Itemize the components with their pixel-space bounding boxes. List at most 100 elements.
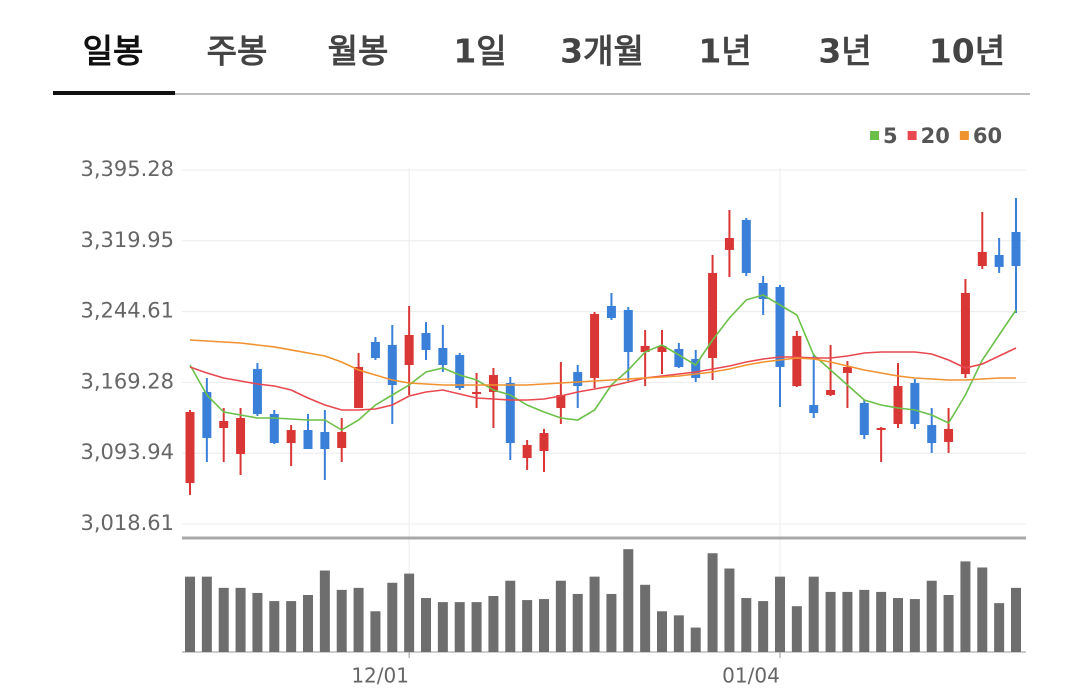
legend-label: 20 <box>921 124 950 148</box>
moving-average-line <box>189 294 1017 431</box>
candle-body <box>286 430 296 444</box>
volume-bar <box>404 573 415 652</box>
candle-body <box>488 375 498 392</box>
tab[interactable]: 일봉 <box>83 32 144 71</box>
volume-bar <box>994 603 1005 652</box>
volume-bar <box>454 602 465 652</box>
volume-bar <box>488 596 499 652</box>
legend-swatch <box>870 131 879 140</box>
volume-bar <box>842 591 853 652</box>
volume-bar <box>319 570 330 652</box>
candle-body <box>741 219 751 273</box>
candle-body <box>809 405 819 414</box>
y-tick-label: 3,018.61 <box>80 511 174 535</box>
candle-body <box>842 366 852 373</box>
tab[interactable]: 1년 <box>698 32 751 71</box>
volume-bar <box>640 584 651 652</box>
candle-body <box>944 428 954 442</box>
y-tick-label: 3,169.28 <box>80 369 174 393</box>
moving-average-line <box>189 347 1017 411</box>
volume-bar <box>859 589 870 652</box>
volume-bar <box>286 601 297 652</box>
candle-body <box>404 335 414 365</box>
volume-bar <box>185 576 195 652</box>
candle-body <box>960 292 970 375</box>
volume-bar <box>775 576 785 652</box>
candle-body <box>269 413 279 444</box>
legend-label: 60 <box>973 124 1002 148</box>
volume-bar <box>505 580 516 652</box>
volume-bar <box>741 598 752 652</box>
volume-bar <box>471 602 482 652</box>
volume-bar <box>724 568 735 652</box>
candle-body <box>606 305 616 318</box>
tab[interactable]: 10년 <box>929 32 1005 71</box>
volume-bar <box>218 587 229 652</box>
volume-bar <box>555 580 566 652</box>
volume-bar <box>623 549 634 652</box>
candle-body <box>472 391 482 395</box>
volume-bar <box>269 601 280 652</box>
tab[interactable]: 3개월 <box>560 32 644 71</box>
candle-body <box>640 346 650 353</box>
candle-body <box>303 430 313 450</box>
y-tick-label: 3,319.95 <box>80 228 174 252</box>
candle-body <box>708 272 718 359</box>
candle-body <box>438 347 448 365</box>
candle-body <box>354 366 364 409</box>
legend-swatch <box>959 131 969 140</box>
volume-bar <box>791 606 802 652</box>
tab[interactable]: 3년 <box>818 32 871 71</box>
volume-bar <box>926 580 937 652</box>
volume-bar <box>353 587 364 652</box>
volume-bar <box>707 553 718 652</box>
y-tick-label: 3,093.94 <box>80 440 174 464</box>
volume-bar <box>201 576 212 652</box>
candle-body <box>202 391 212 439</box>
volume-bar <box>690 627 701 652</box>
volume-bar <box>387 582 398 652</box>
volume-bar <box>893 598 903 652</box>
candle-body <box>758 283 768 300</box>
volume-bar <box>808 576 819 652</box>
candle-body <box>994 255 1004 267</box>
volume-bar <box>909 599 920 652</box>
y-tick-label: 3,244.61 <box>80 299 174 323</box>
x-tick-label: 01/04 <box>722 664 780 688</box>
candle-body <box>775 286 785 367</box>
candle-body <box>236 418 246 455</box>
candle-body <box>893 386 903 425</box>
candle-body <box>927 425 937 444</box>
candle-body <box>337 432 347 448</box>
tab-underline <box>53 91 175 95</box>
volume-bar <box>589 576 600 652</box>
candle-body <box>623 309 633 353</box>
candle-body <box>724 237 734 250</box>
candle-body <box>826 389 836 395</box>
candle-body <box>421 333 431 350</box>
tab[interactable]: 월봉 <box>328 32 389 71</box>
candle-body <box>185 411 195 484</box>
volume-bar <box>943 594 954 652</box>
volume-bar <box>437 602 448 652</box>
volume-bar <box>522 600 533 652</box>
volume-bar <box>252 592 263 652</box>
candle-body <box>522 444 532 459</box>
y-tick-label: 3,395.28 <box>80 157 174 181</box>
volume-bar <box>421 598 431 652</box>
candle-body <box>455 355 465 389</box>
candle-body <box>505 383 515 444</box>
candle-body <box>539 433 549 451</box>
tab[interactable]: 주봉 <box>207 32 268 71</box>
volume-bar <box>606 593 617 652</box>
candle-body <box>370 341 380 359</box>
tab[interactable]: 1일 <box>453 32 506 71</box>
volume-bar <box>876 591 887 652</box>
volume-bar <box>960 561 971 652</box>
candle-body <box>573 372 583 387</box>
volume-bar <box>303 594 313 652</box>
candle-body <box>219 421 229 428</box>
candle-body <box>691 358 701 378</box>
